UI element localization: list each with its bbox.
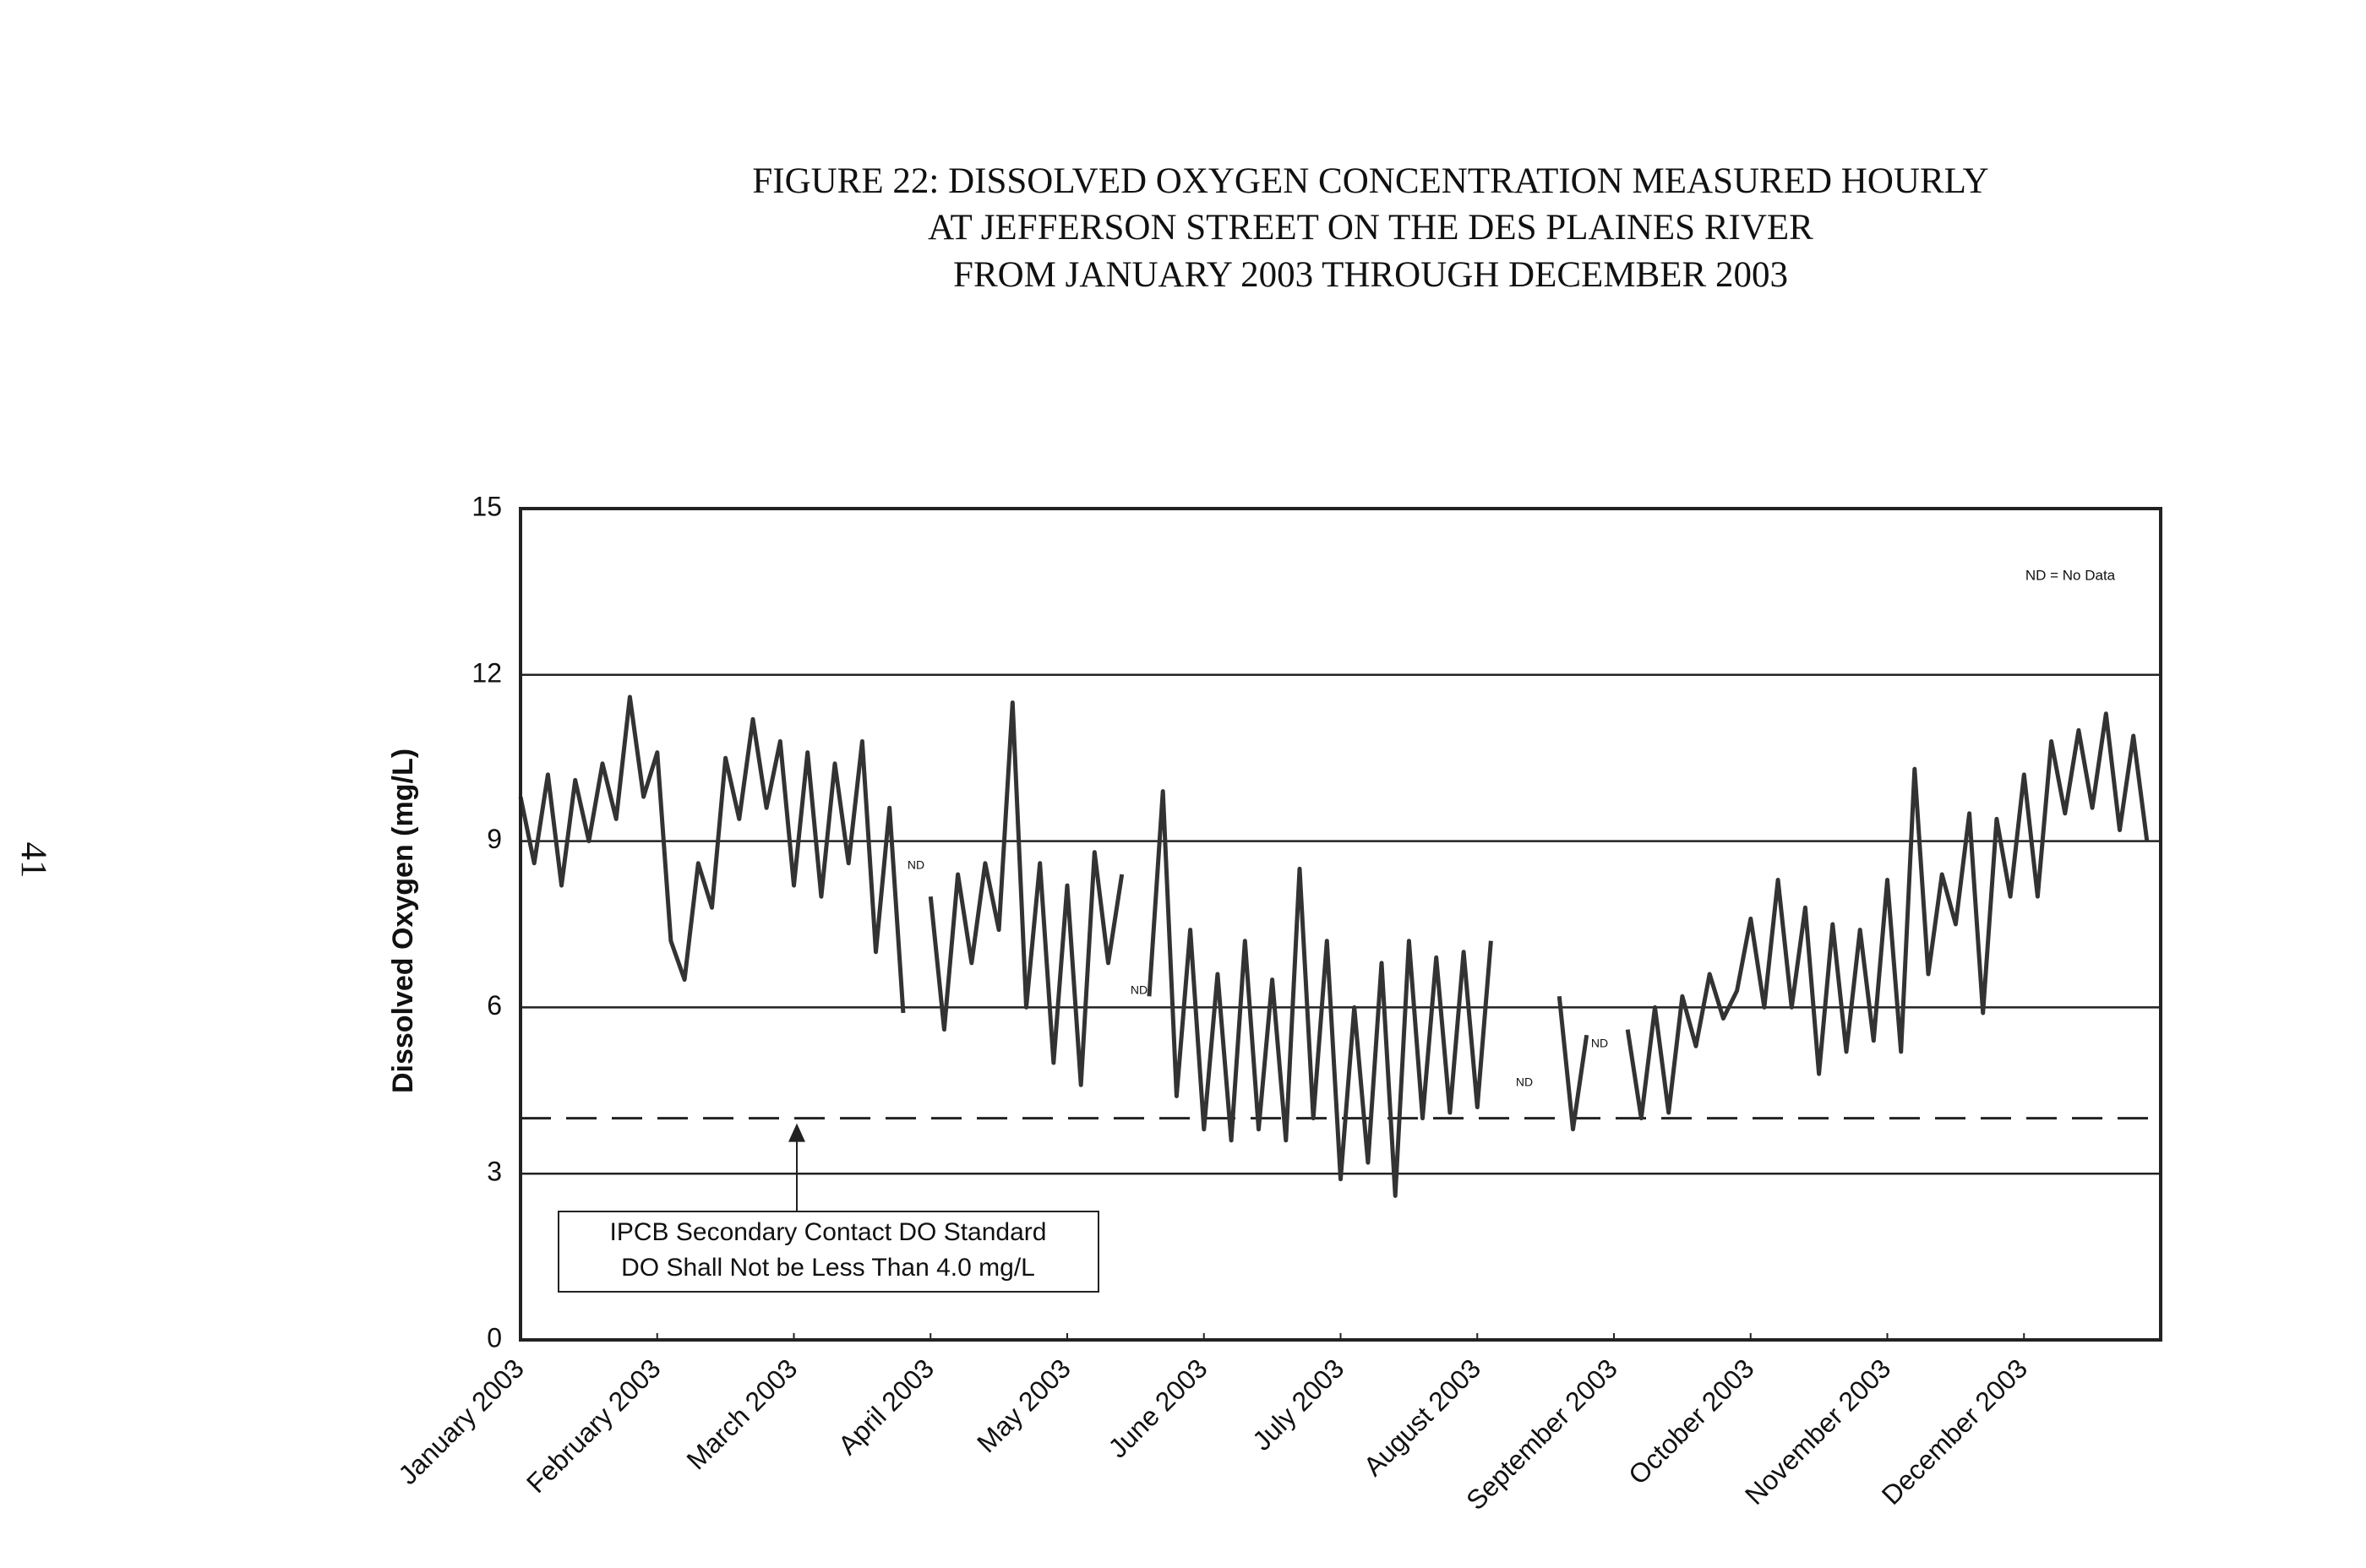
x-tick-label: July 2003 [1246,1353,1349,1456]
no-data-label: ND [1131,983,1148,997]
annotation-box [558,1211,1099,1293]
x-tick-label: September 2003 [1460,1353,1623,1516]
y-tick-label: 6 [487,990,502,1021]
x-tick-label: May 2003 [971,1353,1077,1458]
x-tick-label: October 2003 [1622,1353,1760,1490]
y-tick-label: 9 [487,824,502,854]
page-number: 41 [14,842,53,879]
no-data-label: ND [1591,1037,1608,1050]
x-tick-label: April 2003 [832,1353,940,1460]
x-tick-label: January 2003 [392,1353,530,1490]
y-tick-label: 0 [487,1322,502,1353]
x-tick-label: February 2003 [521,1353,667,1499]
no-data-label: ND [908,858,924,872]
y-axis-label: Dissolved Oxygen (mg/L) [387,749,419,1093]
x-tick-label: June 2003 [1103,1353,1213,1463]
y-tick-label: 15 [472,491,502,521]
data-line [518,694,2150,1198]
chart-title: FROM JANUARY 2003 THROUGH DECEMBER 2003 [953,255,1788,295]
no-data-label: ND [1516,1075,1533,1089]
y-tick-label: 12 [472,657,502,688]
annotation-text: IPCB Secondary Contact DO Standard [610,1218,1047,1246]
x-tick-label: December 2003 [1876,1353,2033,1510]
chart-title: AT JEFFERSON STREET ON THE DES PLAINES R… [928,208,1813,248]
annotation-text: DO Shall Not be Less Than 4.0 mg/L [621,1254,1035,1282]
x-tick-label: March 2003 [680,1353,803,1475]
chart-title: FIGURE 22: DISSOLVED OXYGEN CONCENTRATIO… [752,161,1988,201]
y-tick-label: 3 [487,1157,502,1187]
legend-note: ND = No Data [2025,567,2116,583]
annotation-arrowhead [788,1123,805,1142]
x-tick-label: August 2003 [1358,1353,1487,1482]
x-tick-label: November 2003 [1739,1353,1896,1510]
plot-frame [519,507,2162,1342]
